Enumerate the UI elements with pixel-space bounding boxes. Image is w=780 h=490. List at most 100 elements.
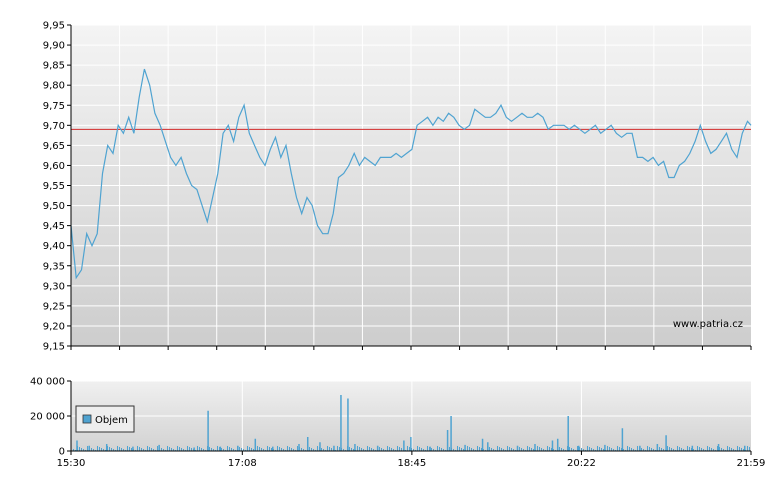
volume-bar-small [167, 446, 168, 451]
volume-bar-small [357, 446, 358, 451]
volume-bar [429, 446, 431, 451]
volume-bar-small [491, 448, 492, 451]
volume-bar-small [169, 447, 170, 451]
volume-bar-small [223, 449, 224, 451]
legend-swatch [82, 414, 92, 424]
volume-bar-small [401, 448, 402, 451]
volume-bar [340, 395, 342, 451]
volume-bar-small [373, 449, 374, 451]
volume-bar-small [317, 446, 318, 451]
volume-bar-small [277, 446, 278, 451]
volume-bar-small [247, 446, 248, 451]
volume-bar-small [603, 449, 604, 451]
volume-bar-small [549, 447, 550, 451]
volume-bar-small [407, 446, 408, 451]
volume-bar-small [709, 447, 710, 451]
volume-bar-small [479, 447, 480, 451]
volume-bar [254, 438, 257, 451]
volume-bar-small [687, 446, 688, 451]
volume-bar-small [83, 449, 84, 451]
volume-bar-small [571, 448, 572, 451]
volume-bar-small [489, 447, 490, 451]
volume-bar-small [731, 448, 732, 451]
volume-bar-small [177, 446, 178, 451]
volume-bar-small [327, 446, 328, 451]
volume-bar-small [623, 449, 624, 451]
volume-bar-small [559, 447, 560, 451]
volume-bar-small [281, 448, 282, 451]
volume-bar [577, 445, 580, 451]
volume-bar-small [123, 449, 124, 451]
volume-bar-small [149, 447, 150, 451]
price-y-tick-label: 9,85 [43, 61, 65, 72]
price-y-tick-label: 9,45 [43, 221, 65, 232]
volume-bar-small [369, 447, 370, 451]
volume-bar-small [493, 449, 494, 451]
volume-bar-small [529, 447, 530, 451]
volume-bar-small [101, 448, 102, 451]
volume-bar-small [187, 446, 188, 451]
volume-bar-small [611, 448, 612, 451]
volume-bar-small [157, 446, 158, 451]
price-y-tick-label: 9,70 [43, 121, 65, 132]
volume-bar-small [441, 448, 442, 451]
volume-bar-small [721, 448, 722, 451]
volume-bar-small [283, 449, 284, 451]
volume-bar-small [481, 448, 482, 451]
volume-bar-small [551, 448, 552, 451]
volume-bar-small [259, 447, 260, 451]
volume-bar-small [473, 449, 474, 451]
volume-bar-small [649, 447, 650, 451]
volume-bar [132, 446, 134, 451]
volume-bar-small [147, 446, 148, 451]
volume-bar [272, 446, 274, 451]
volume-bar-small [229, 447, 230, 451]
volume-bar-small [741, 448, 742, 451]
volume-bar-small [677, 446, 678, 451]
volume-bar-small [723, 449, 724, 451]
volume-bar-small [231, 448, 232, 451]
volume-bar-small [73, 449, 74, 451]
volume-bar-small [257, 446, 258, 451]
volume-bar-small [669, 447, 670, 451]
volume-bar-small [189, 447, 190, 451]
volume-bar-small [609, 447, 610, 451]
volume-bar [450, 416, 452, 451]
volume-bar-small [681, 448, 682, 451]
volume-bar [88, 445, 90, 451]
volume-bar-small [563, 449, 564, 451]
volume-bar-small [483, 449, 484, 451]
volume-bar-small [367, 446, 368, 451]
volume-bar-small [519, 447, 520, 451]
volume-bar [237, 445, 239, 451]
volume-bar-small [663, 449, 664, 451]
volume-bar-small [363, 449, 364, 451]
volume-bar-small [413, 449, 414, 451]
volume-bar-small [431, 448, 432, 451]
volume-x-tick-label: 18:45 [397, 458, 426, 469]
volume-bar-small [463, 449, 464, 451]
volume-bar-small [253, 449, 254, 451]
volume-bar [551, 440, 554, 451]
volume-bar [534, 444, 536, 451]
volume-bar-small [251, 448, 252, 451]
price-y-tick-label: 9,50 [43, 201, 65, 212]
volume-bar-small [233, 449, 234, 451]
volume-bar-small [331, 448, 332, 451]
volume-bar-small [263, 449, 264, 451]
price-y-tick-label: 9,80 [43, 81, 65, 92]
volume-bar-small [541, 448, 542, 451]
volume-bar-small [137, 446, 138, 451]
volume-bar-small [449, 447, 450, 451]
volume-bar-small [323, 449, 324, 451]
volume-bar [691, 445, 694, 451]
volume-bar-small [313, 449, 314, 451]
price-y-tick-label: 9,55 [43, 181, 65, 192]
volume-bar-small [359, 447, 360, 451]
volume-bar-small [397, 446, 398, 451]
volume-bar-small [183, 449, 184, 451]
volume-bar-small [181, 448, 182, 451]
volume-bar-small [547, 446, 548, 451]
price-y-tick-label: 9,35 [43, 261, 65, 272]
volume-bar-small [371, 448, 372, 451]
